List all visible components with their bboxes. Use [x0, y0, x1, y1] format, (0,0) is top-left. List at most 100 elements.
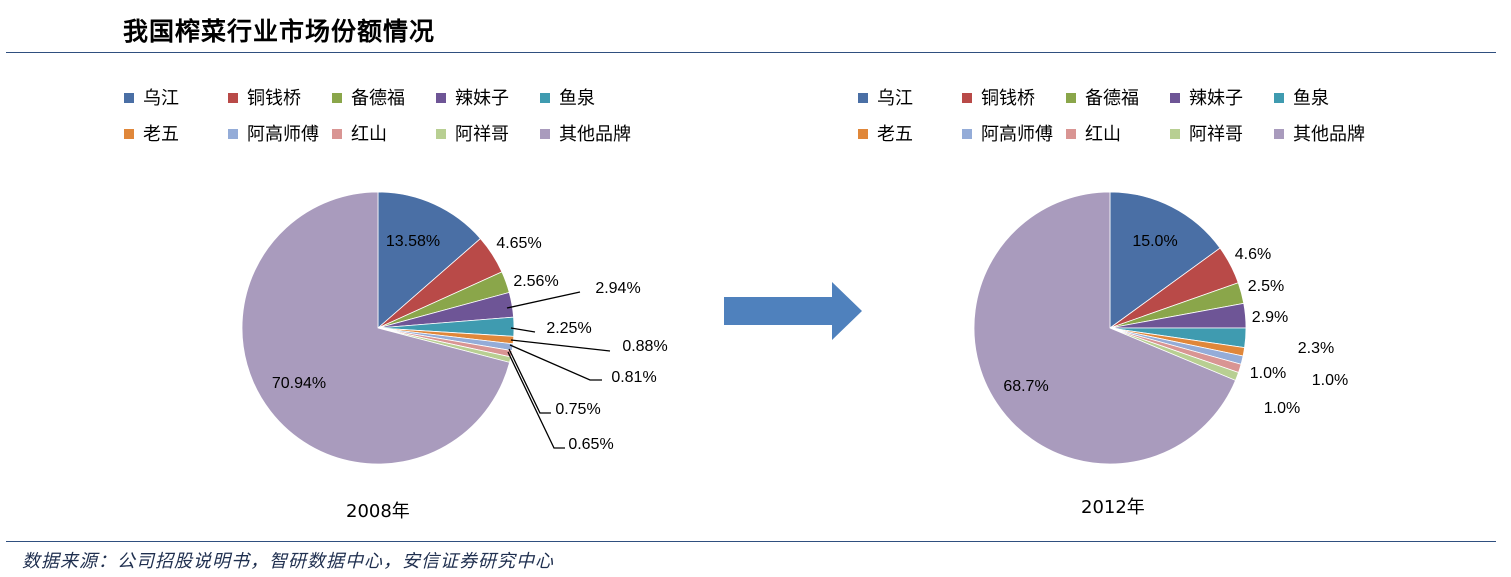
data-label: 0.65% [568, 436, 613, 453]
data-label: 2.25% [546, 320, 591, 337]
chart-2012-legend-item: 备德福 [1066, 84, 1139, 110]
legend-label: 红山 [351, 124, 387, 145]
legend-label: 鱼泉 [1293, 88, 1329, 109]
legend-label: 阿高师傅 [981, 124, 1053, 145]
legend-swatch [228, 93, 238, 103]
legend-label: 乌江 [877, 88, 913, 109]
leader-line [510, 327, 536, 333]
legend-label: 辣妹子 [1189, 88, 1243, 109]
data-label: 2.5% [1248, 278, 1284, 295]
chart-2012-legend-item: 阿高师傅 [962, 120, 1053, 146]
data-label: 0.81% [611, 369, 656, 386]
chart-2008-legend-item: 乌江 [124, 84, 179, 110]
chart-2008-legend-item: 鱼泉 [540, 84, 595, 110]
chart-title-2008: 2008年 [346, 501, 410, 522]
chart-2008-legend-item: 阿祥哥 [436, 120, 509, 146]
pie-1: 15.0% 4.6% 2.5% 2.9% 2.3% 1.0% 1.0% 1.0% 68.7% [973, 191, 1348, 465]
chart-2012-legend-item: 铜钱桥 [962, 84, 1035, 110]
legend-swatch [1274, 129, 1284, 139]
leader-line [506, 291, 581, 309]
source-note: 数据来源：公司招股说明书，智研数据中心，安信证券研究中心 [22, 551, 554, 572]
chart-2012-legend-item: 其他品牌 [1274, 120, 1365, 146]
data-label: 70.94% [272, 375, 326, 392]
legend-swatch [436, 93, 446, 103]
pie-slice [1109, 191, 1221, 329]
footer-divider [6, 541, 1496, 542]
data-label: 1.0% [1312, 372, 1348, 389]
leader-line [508, 348, 551, 414]
data-label: 2.9% [1252, 309, 1288, 326]
data-label: 0.88% [622, 338, 667, 355]
leader-line [509, 344, 602, 381]
legend-label: 备德福 [351, 88, 405, 109]
page-title: 我国榨菜行业市场份额情况 [123, 17, 436, 46]
legend-label: 鱼泉 [559, 88, 595, 109]
chart-2012-legend-item: 鱼泉 [1274, 84, 1329, 110]
data-label: 1.0% [1264, 400, 1300, 417]
legend-label: 老五 [143, 124, 179, 145]
legend-swatch [1274, 93, 1284, 103]
pie-slice [973, 191, 1237, 465]
chart-title-2012: 2012年 [1081, 497, 1145, 518]
pie-slice [377, 191, 482, 329]
pie-0: 13.58% 4.65% 2.56% 2.94% 2.25% 0.88% 0.81% 0.75… [241, 191, 668, 465]
data-label: 1.0% [1250, 365, 1286, 382]
chart-2012-legend-item: 辣妹子 [1170, 84, 1243, 110]
data-label: 15.0% [1132, 233, 1177, 250]
chart-2008-legend-item: 老五 [124, 120, 179, 146]
legend-label: 阿祥哥 [1189, 124, 1243, 145]
data-label: 4.65% [496, 235, 541, 252]
legend-label: 红山 [1085, 124, 1121, 145]
legend-swatch [436, 129, 446, 139]
legend-label: 备德福 [1085, 88, 1139, 109]
chart-2008-legend-item: 备德福 [332, 84, 405, 110]
legend-swatch [1066, 93, 1076, 103]
legend-swatch [1170, 93, 1180, 103]
legend-swatch [962, 93, 972, 103]
chart-2012-legend-item: 红山 [1066, 120, 1121, 146]
legend-swatch [332, 93, 342, 103]
legend-label: 辣妹子 [455, 88, 509, 109]
data-label: 13.58% [386, 233, 440, 250]
leader-line [507, 351, 565, 449]
data-label: 2.3% [1298, 340, 1334, 357]
legend-label: 阿高师傅 [247, 124, 319, 145]
legend-swatch [228, 129, 238, 139]
legend-swatch [124, 129, 134, 139]
header-divider [6, 52, 1496, 53]
chart-2012-legend-item: 阿祥哥 [1170, 120, 1243, 146]
legend-label: 乌江 [143, 88, 179, 109]
legend-2012: 乌江 铜钱桥 备德福 辣妹子 鱼泉老五 阿高师傅 红山 阿祥哥 其他品牌 [858, 84, 1418, 154]
data-label: 2.56% [513, 273, 558, 290]
chart-2008-legend-item: 铜钱桥 [228, 84, 301, 110]
chart-2012-legend-item: 老五 [858, 120, 913, 146]
chart-2008-legend-item: 辣妹子 [436, 84, 509, 110]
legend-swatch [540, 93, 550, 103]
legend-swatch [1170, 129, 1180, 139]
legend-swatch [1066, 129, 1076, 139]
data-label: 4.6% [1235, 246, 1271, 263]
chart-2012-legend-item: 乌江 [858, 84, 913, 110]
data-label: 0.75% [555, 401, 600, 418]
chart-2008-legend-item: 阿高师傅 [228, 120, 319, 146]
legend-swatch [858, 129, 868, 139]
chart-2008-legend-item: 红山 [332, 120, 387, 146]
legend-swatch [540, 129, 550, 139]
legend-label: 其他品牌 [1293, 124, 1365, 145]
legend-label: 铜钱桥 [247, 88, 301, 109]
data-label: 2.94% [595, 280, 640, 297]
chart-2008-legend-item: 其他品牌 [540, 120, 631, 146]
legend-label: 阿祥哥 [455, 124, 509, 145]
pie-slice [241, 191, 511, 465]
legend-swatch [124, 93, 134, 103]
legend-label: 铜钱桥 [981, 88, 1035, 109]
legend-2008: 乌江 铜钱桥 备德福 辣妹子 鱼泉老五 阿高师傅 红山 阿祥哥 其他品牌 [124, 84, 684, 154]
legend-label: 老五 [877, 124, 913, 145]
legend-swatch [332, 129, 342, 139]
legend-swatch [858, 93, 868, 103]
leader-line [510, 339, 611, 352]
data-label: 68.7% [1003, 378, 1048, 395]
legend-label: 其他品牌 [559, 124, 631, 145]
legend-swatch [962, 129, 972, 139]
